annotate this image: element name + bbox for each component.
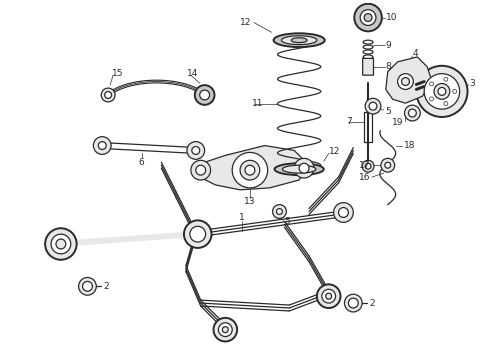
Circle shape	[82, 282, 93, 291]
Circle shape	[240, 160, 260, 180]
Circle shape	[222, 327, 228, 333]
Text: 15: 15	[112, 69, 123, 78]
Circle shape	[364, 14, 372, 22]
Circle shape	[385, 162, 391, 168]
Text: 2: 2	[369, 298, 375, 307]
Text: 19: 19	[392, 118, 404, 127]
Ellipse shape	[273, 33, 325, 47]
Circle shape	[317, 284, 341, 308]
Circle shape	[344, 294, 362, 312]
Text: 13: 13	[244, 197, 256, 206]
Text: 18: 18	[404, 141, 415, 150]
Circle shape	[190, 226, 206, 242]
Circle shape	[98, 141, 106, 149]
Text: 14: 14	[187, 69, 198, 78]
Circle shape	[94, 137, 111, 154]
Text: 6: 6	[139, 158, 145, 167]
Circle shape	[397, 74, 414, 89]
Circle shape	[299, 163, 309, 173]
Text: 3: 3	[469, 79, 475, 88]
Circle shape	[195, 85, 215, 105]
Text: 12: 12	[240, 18, 251, 27]
Polygon shape	[58, 231, 196, 247]
Circle shape	[191, 160, 211, 180]
Circle shape	[232, 152, 268, 188]
Ellipse shape	[291, 38, 307, 42]
Circle shape	[409, 109, 416, 117]
Circle shape	[424, 74, 460, 109]
Ellipse shape	[282, 165, 316, 173]
Circle shape	[434, 84, 450, 99]
Circle shape	[51, 234, 71, 254]
Circle shape	[105, 91, 112, 98]
Circle shape	[362, 160, 374, 172]
Circle shape	[365, 163, 371, 169]
Circle shape	[200, 90, 210, 100]
Circle shape	[430, 82, 434, 86]
Circle shape	[444, 102, 448, 105]
Ellipse shape	[281, 36, 317, 45]
Text: 5: 5	[385, 107, 391, 116]
Polygon shape	[386, 57, 432, 103]
Circle shape	[430, 97, 434, 101]
Circle shape	[369, 102, 377, 110]
Circle shape	[272, 204, 286, 219]
Circle shape	[219, 323, 232, 337]
Polygon shape	[196, 145, 309, 190]
Text: 17: 17	[359, 161, 370, 170]
Circle shape	[214, 318, 237, 342]
Circle shape	[381, 158, 394, 172]
Circle shape	[348, 298, 358, 308]
Text: 16: 16	[359, 172, 370, 181]
Text: 12: 12	[329, 147, 340, 156]
Circle shape	[192, 147, 200, 154]
Ellipse shape	[274, 163, 324, 175]
Circle shape	[294, 158, 314, 178]
Circle shape	[334, 203, 353, 222]
Text: 11: 11	[252, 99, 264, 108]
Circle shape	[245, 165, 255, 175]
FancyBboxPatch shape	[363, 58, 373, 75]
Circle shape	[365, 98, 381, 114]
Text: 2: 2	[103, 282, 109, 291]
Circle shape	[354, 4, 382, 31]
Circle shape	[438, 87, 446, 95]
Circle shape	[101, 88, 115, 102]
Circle shape	[45, 228, 76, 260]
Text: 4: 4	[413, 49, 418, 58]
Circle shape	[326, 293, 332, 299]
Circle shape	[184, 220, 212, 248]
Circle shape	[196, 165, 206, 175]
Text: 5: 5	[284, 217, 290, 226]
Circle shape	[339, 208, 348, 217]
Circle shape	[78, 278, 97, 295]
Circle shape	[444, 77, 448, 81]
Circle shape	[453, 89, 457, 93]
Circle shape	[276, 208, 282, 215]
Circle shape	[322, 289, 336, 303]
Circle shape	[56, 239, 66, 249]
Text: 7: 7	[346, 117, 352, 126]
Text: 9: 9	[386, 41, 392, 50]
Circle shape	[416, 66, 467, 117]
Circle shape	[405, 105, 420, 121]
Text: 10: 10	[386, 13, 397, 22]
Circle shape	[401, 78, 410, 85]
Circle shape	[187, 141, 205, 159]
Text: 1: 1	[239, 213, 245, 222]
Circle shape	[360, 10, 376, 26]
Text: 8: 8	[386, 62, 392, 71]
